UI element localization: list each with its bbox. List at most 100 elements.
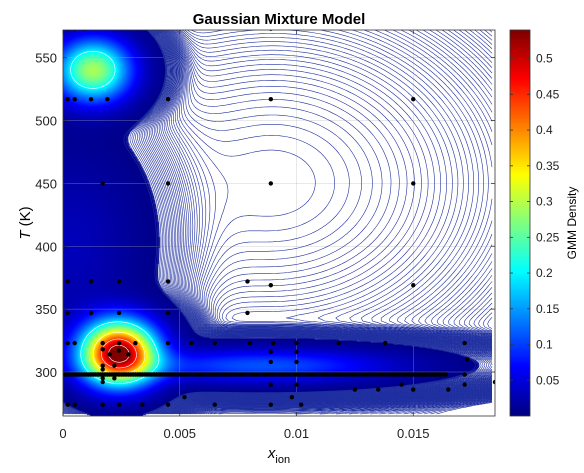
data-point	[105, 96, 110, 102]
data-point	[247, 340, 253, 346]
data-point	[294, 382, 299, 387]
data-point	[116, 340, 122, 346]
data-point	[116, 279, 122, 284]
data-point	[65, 402, 70, 407]
data-point	[289, 394, 295, 400]
data-point	[165, 310, 171, 316]
contour-line	[218, 30, 493, 415]
data-point	[116, 402, 122, 407]
colorbar-tick-label: 0.35	[536, 159, 560, 173]
contour-lines	[63, 30, 493, 415]
data-point	[268, 359, 274, 365]
data-point	[165, 279, 171, 284]
colorbar-tick-label: 0.5	[536, 52, 553, 66]
data-point	[294, 359, 299, 365]
data-points	[63, 30, 495, 407]
data-point	[112, 376, 117, 381]
y-axis-ticks: 300 350 400 450 500 550	[35, 51, 495, 380]
data-point	[165, 181, 171, 186]
colorbar-label: GMM Density	[565, 187, 579, 260]
contour-line	[360, 397, 493, 415]
data-point	[165, 402, 171, 407]
data-point	[268, 382, 274, 387]
y-tick-label: 450	[35, 176, 57, 191]
data-point	[72, 96, 77, 102]
data-point	[245, 279, 250, 284]
x-tick-label: 0.015	[397, 426, 430, 441]
data-point	[88, 310, 94, 316]
data-point	[100, 402, 105, 407]
y-tick-label: 500	[35, 114, 57, 129]
data-point	[88, 279, 94, 284]
colorbar-tick-label: 0.25	[536, 230, 560, 244]
data-point	[189, 340, 194, 346]
data-point	[65, 310, 70, 316]
x-tick-label: 0	[59, 426, 66, 441]
data-point	[464, 357, 470, 362]
data-point	[411, 283, 416, 288]
data-point	[112, 363, 117, 368]
data-point	[383, 340, 388, 346]
data-point	[268, 96, 274, 102]
data-point	[462, 372, 467, 377]
data-point	[100, 347, 105, 352]
data-point	[268, 181, 274, 186]
data-point	[100, 181, 105, 186]
density-heatmap	[63, 30, 495, 416]
data-point	[270, 340, 276, 346]
data-point	[462, 382, 467, 387]
data-point	[182, 394, 187, 400]
colorbar-tick-label: 0.1	[536, 338, 553, 352]
y-axis-label-unit: (K)	[17, 206, 34, 230]
colorbar-ticks: 0.05 0.1 0.15 0.2 0.25 0.3 0.35 0.4 0.45 0.5	[510, 52, 560, 387]
colorbar-tick-label: 0.4	[536, 123, 553, 137]
y-tick-label: 300	[35, 365, 57, 380]
data-point	[88, 96, 94, 102]
data-point	[100, 367, 105, 372]
data-point	[133, 340, 138, 346]
contour-line	[379, 398, 493, 415]
data-point	[212, 402, 217, 407]
plot-frame	[62, 29, 496, 417]
data-point	[165, 96, 171, 102]
chart-title: Gaussian Mixture Model	[193, 11, 366, 28]
x-tick-label: 0.005	[163, 426, 196, 441]
data-point	[72, 402, 77, 407]
contour-line	[70, 50, 160, 384]
data-point	[165, 340, 171, 346]
colorbar-tick-label: 0.3	[536, 195, 553, 209]
data-point	[72, 340, 77, 346]
x-axis-label-sub: ion	[275, 454, 290, 466]
data-point	[492, 379, 495, 385]
y-tick-label: 400	[35, 239, 57, 254]
data-point	[268, 349, 274, 355]
contour-line	[423, 401, 493, 415]
colorbar: 0.05 0.1 0.15 0.2 0.25 0.3 0.35 0.4 0.45 0.5	[509, 29, 560, 417]
colorbar-tick-label: 0.05	[536, 373, 560, 387]
data-point	[294, 349, 299, 355]
data-point	[212, 340, 217, 346]
data-point	[336, 340, 341, 346]
data-point	[140, 402, 145, 407]
data-point	[446, 387, 451, 392]
colorbar-gradient	[510, 30, 530, 416]
contour-line	[319, 396, 493, 415]
y-tick-label: 350	[35, 302, 57, 317]
data-point	[107, 352, 112, 357]
data-point	[294, 340, 299, 346]
data-point	[298, 402, 304, 407]
data-point	[65, 340, 70, 346]
colorbar-frame	[509, 29, 531, 417]
x-axis-label: xion	[267, 445, 290, 466]
x-axis-ticks: 0 0.005 0.01 0.015	[59, 30, 430, 441]
x-axis-label-main: x	[267, 445, 276, 462]
data-point	[399, 382, 404, 387]
data-point	[100, 376, 105, 381]
data-point	[411, 387, 416, 392]
colorbar-tick-label: 0.2	[536, 266, 553, 280]
data-point	[352, 387, 358, 392]
data-point	[411, 96, 416, 102]
contour-line	[410, 400, 493, 415]
contour-line	[403, 399, 493, 415]
contour-line	[335, 397, 493, 415]
